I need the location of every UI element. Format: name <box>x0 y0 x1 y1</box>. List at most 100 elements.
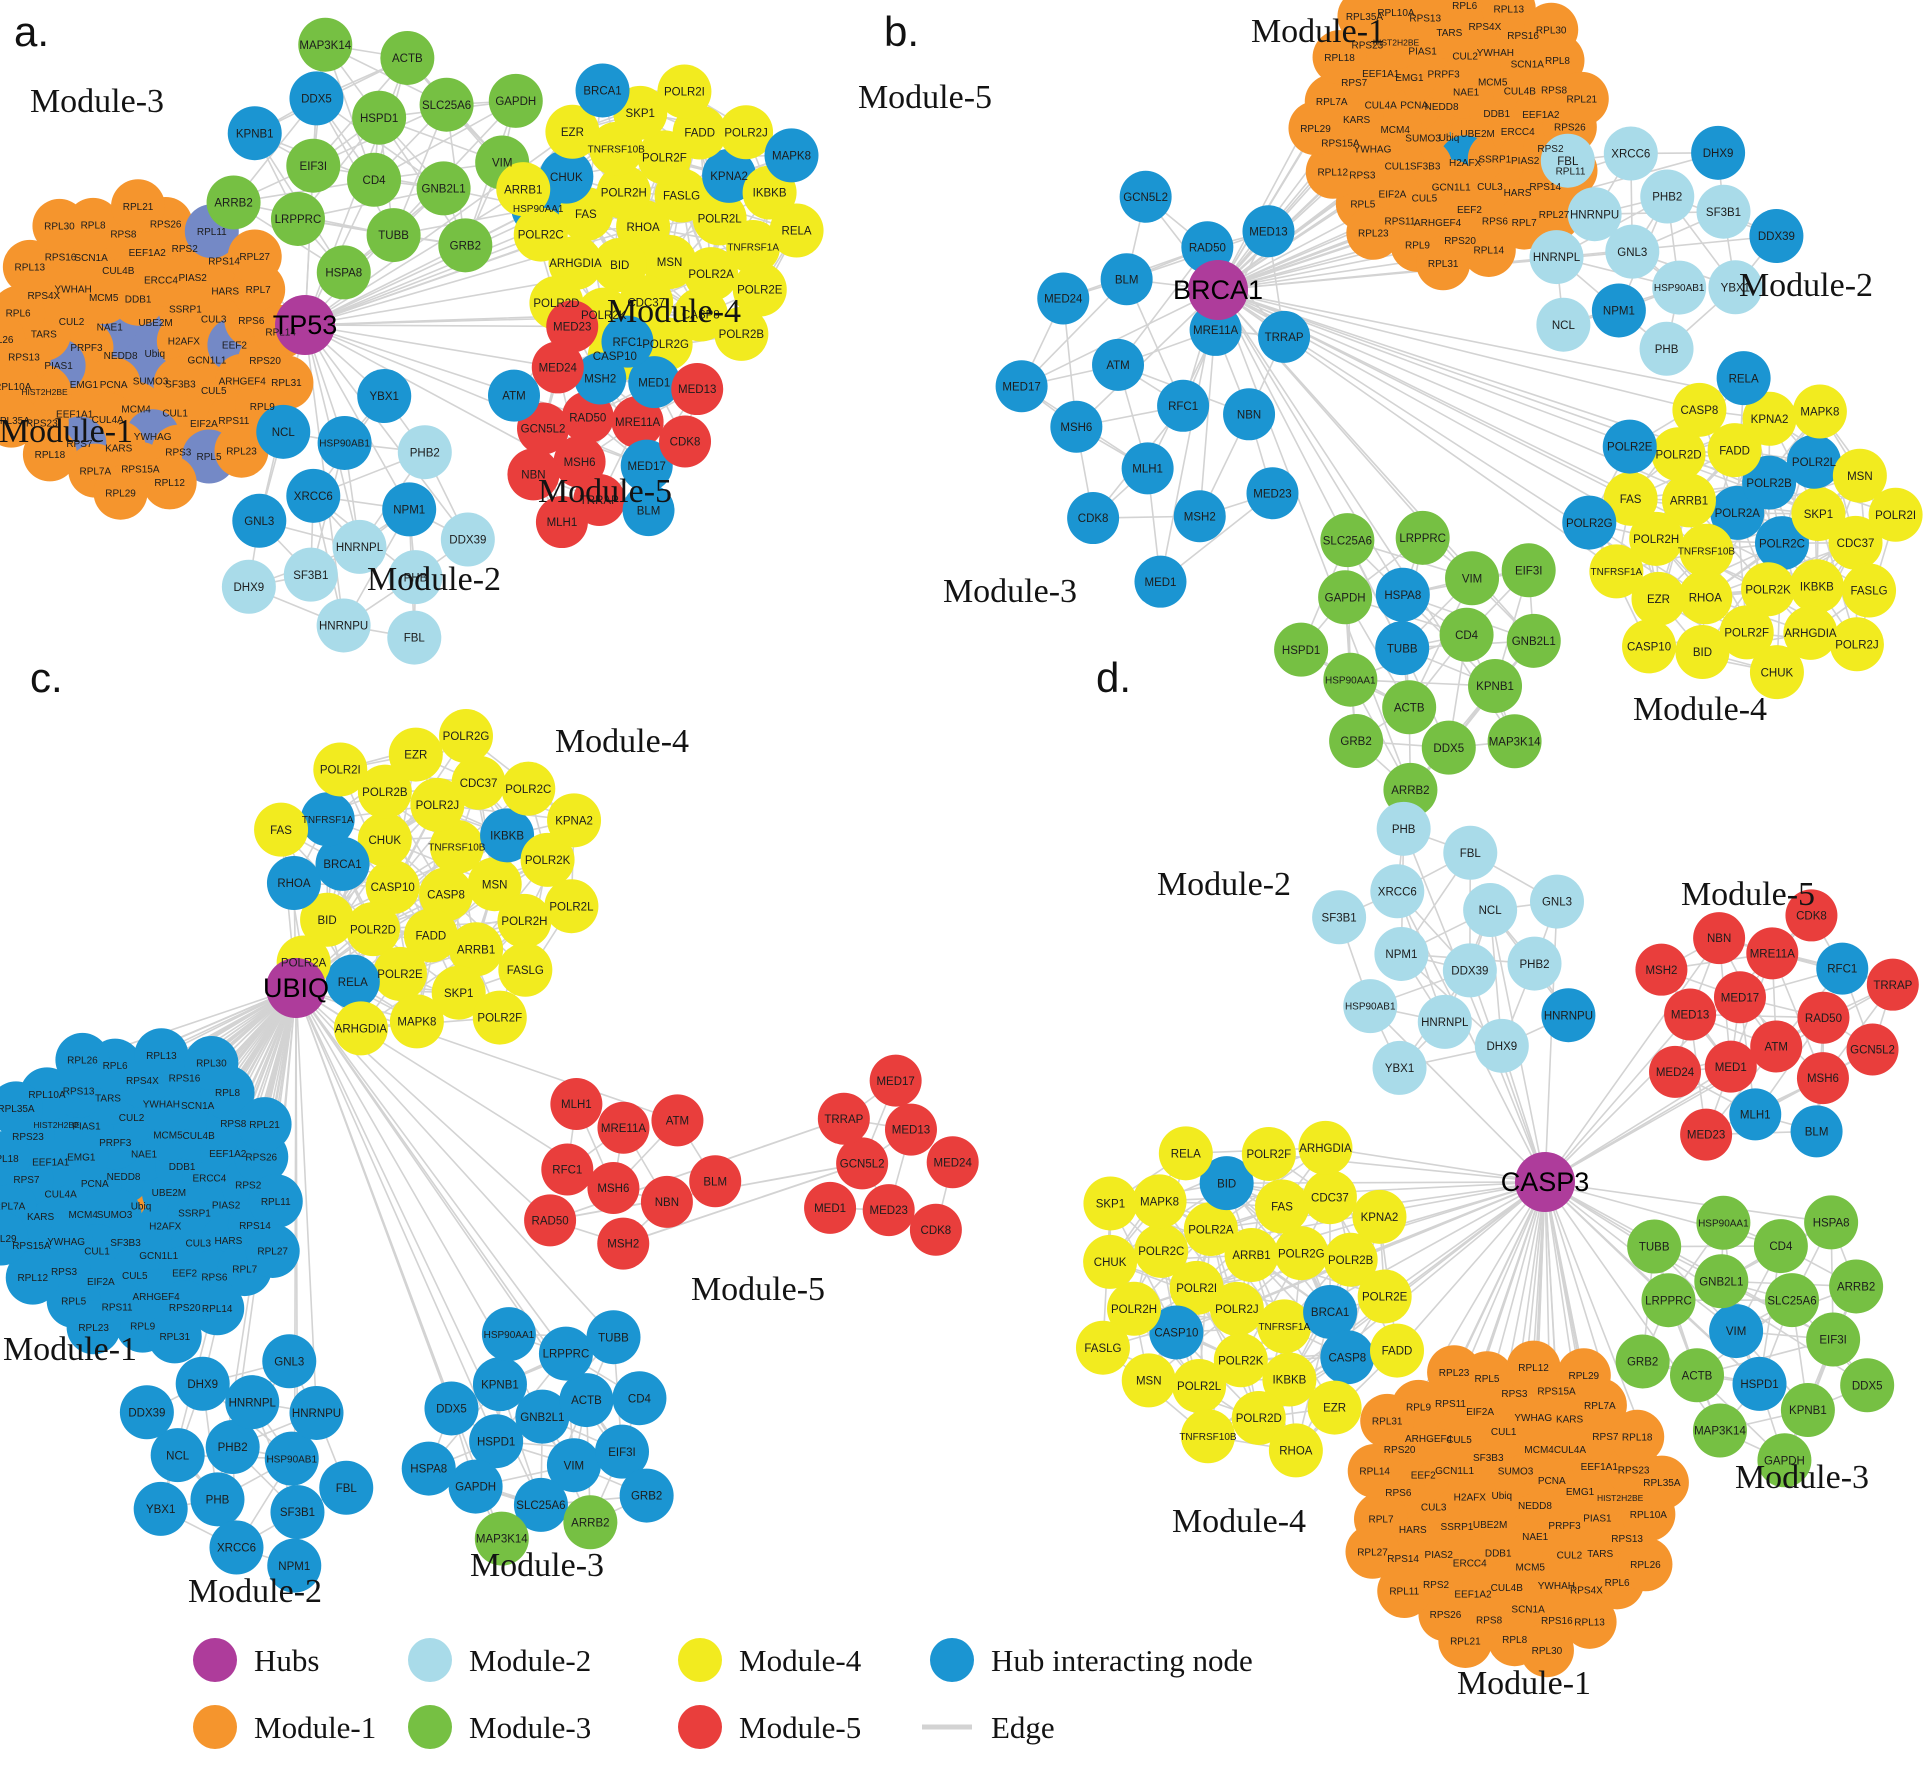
legend-swatch-hubs <box>193 1638 237 1682</box>
node-RPL35A <box>0 1081 43 1136</box>
node-POLR2G <box>439 709 494 764</box>
node-label-PIAS1: PIAS1 <box>1583 1514 1612 1525</box>
node-label-ERCC4: ERCC4 <box>144 275 178 286</box>
node-label-RPS4X: RPS4X <box>1570 1585 1603 1596</box>
node-label-RPL27: RPL27 <box>239 252 270 263</box>
node-RPL31 <box>147 1309 202 1364</box>
node-EIF3I <box>1501 543 1556 598</box>
node-label-MAPK8: MAPK8 <box>772 151 811 163</box>
node-label-RPL26: RPL26 <box>0 335 14 346</box>
node-PHB2 <box>1640 169 1695 224</box>
node-label-POLR2G: POLR2G <box>642 339 689 351</box>
node-label-SF3B1: SF3B1 <box>280 1507 315 1519</box>
module-label: Module-1 <box>0 413 133 450</box>
node-label-TRRAP: TRRAP <box>1873 980 1912 992</box>
node-YBX1 <box>1708 260 1763 315</box>
node-MAPK8 <box>1132 1174 1187 1229</box>
node-label-GCN5L2: GCN5L2 <box>840 1159 885 1171</box>
node-label-POLR2H: POLR2H <box>1633 534 1679 546</box>
node-label-CDC37: CDC37 <box>1837 538 1875 550</box>
node-IKBKB <box>1789 559 1844 614</box>
node-label-SSRP1: SSRP1 <box>169 305 202 316</box>
node-label-RPL30: RPL30 <box>1532 1646 1563 1657</box>
node-LRPPRC <box>1641 1273 1696 1328</box>
node-ATM <box>487 369 540 422</box>
node-HSPD1 <box>1274 622 1329 677</box>
module-label: Module-4 <box>555 723 689 760</box>
node-label-RPS14: RPS14 <box>239 1221 271 1232</box>
node-label-RPL5: RPL5 <box>1350 199 1375 210</box>
node-label-RPL27: RPL27 <box>257 1247 288 1258</box>
node-POLR2E <box>372 946 427 1001</box>
node-label-MED24: MED24 <box>934 1157 973 1169</box>
node-RPL18 <box>22 427 77 482</box>
node-RPL14 <box>190 1281 245 1336</box>
node-label-GRB2: GRB2 <box>631 1491 662 1503</box>
legend-swatch-module-1 <box>193 1705 237 1749</box>
node-label-ERCC4: ERCC4 <box>1501 127 1535 138</box>
node-label-POLR2E: POLR2E <box>1362 1292 1408 1304</box>
node-label-YWHAG: YWHAG <box>134 432 172 443</box>
node-RPL31 <box>1416 236 1471 291</box>
node-label-MED13: MED13 <box>678 384 716 396</box>
node-label-XRCC6: XRCC6 <box>294 491 333 503</box>
node-label-RPL35A: RPL35A <box>0 416 30 427</box>
node-RPL21 <box>1554 71 1609 126</box>
node-label-CASP8: CASP8 <box>1328 1352 1366 1364</box>
node-RFC1 <box>601 315 654 368</box>
node-label-MCM4: MCM4 <box>1524 1445 1554 1456</box>
node-label-RPL6: RPL6 <box>1605 1578 1630 1589</box>
node-label-GNL3: GNL3 <box>1542 897 1572 909</box>
node-label-CHUK: CHUK <box>368 835 401 847</box>
node-label-CASP10: CASP10 <box>593 351 637 363</box>
node-KPNA2 <box>547 793 602 848</box>
node-label-HSP90AA1: HSP90AA1 <box>1325 675 1376 686</box>
node-label-SUMO3: SUMO3 <box>1405 134 1441 145</box>
hub-edge <box>1217 289 1516 743</box>
node-RPL12 <box>5 1250 60 1305</box>
node-RPL31 <box>1360 1393 1415 1448</box>
node-DHX9 <box>1474 1018 1529 1073</box>
node-label-HSPD1: HSPD1 <box>1282 645 1320 657</box>
hub-edge <box>1369 1005 1546 1183</box>
node-NCL <box>1536 297 1591 352</box>
node-label-EEF1A1: EEF1A1 <box>1581 1462 1619 1473</box>
node-label-POLR2B: POLR2B <box>719 329 765 341</box>
node-label-TNFRSF10B: TNFRSF10B <box>1678 546 1736 557</box>
node-label-UBE2M: UBE2M <box>152 1188 186 1199</box>
node-RELA <box>325 954 380 1009</box>
node-label-FADD: FADD <box>1382 1346 1413 1358</box>
node-DDX5 <box>424 1381 479 1436</box>
node-POLR2I <box>1868 487 1923 542</box>
node-MED1 <box>1704 1040 1757 1093</box>
node-label-EMG1: EMG1 <box>1395 73 1424 84</box>
node-label-POLR2H: POLR2H <box>601 187 647 199</box>
node-label-DDX39: DDX39 <box>449 535 486 547</box>
node-label-ARRB1: ARRB1 <box>1232 1250 1270 1262</box>
node-label-RPL18: RPL18 <box>0 1154 19 1165</box>
node-label-DDX5: DDX5 <box>301 94 332 106</box>
node-label-RPL18: RPL18 <box>1622 1432 1653 1443</box>
hub-edge <box>1544 1065 1732 1183</box>
node-label-DDB1: DDB1 <box>1485 1549 1512 1560</box>
node-label-MED1: MED1 <box>814 1203 846 1215</box>
node-label-VIM: VIM <box>1726 1326 1746 1338</box>
node-label-MSH2: MSH2 <box>1645 965 1677 977</box>
node-label-CDK8: CDK8 <box>1078 513 1109 525</box>
node-label-ERCC4: ERCC4 <box>1453 1559 1487 1570</box>
node-RPL13 <box>1481 0 1536 36</box>
node-label-MRE11A: MRE11A <box>1750 948 1795 960</box>
node-ARRB1 <box>449 922 504 977</box>
node-HNRNPU <box>316 598 371 653</box>
node-label-FBL: FBL <box>1460 848 1482 860</box>
node-label-HIST2H2BE: HIST2H2BE <box>33 1120 80 1130</box>
node-SLC25A6 <box>1765 1273 1820 1328</box>
node-label-IKBKB: IKBKB <box>490 830 524 842</box>
node-ARRB1 <box>1224 1228 1279 1283</box>
node-MED13 <box>1242 205 1295 258</box>
node-BRCA1 <box>315 836 370 891</box>
node-label-PHB2: PHB2 <box>1652 192 1682 204</box>
node-label-NPM1: NPM1 <box>1603 306 1635 318</box>
node-PHB2 <box>1507 936 1562 991</box>
node-label-EEF1A2: EEF1A2 <box>1454 1590 1492 1601</box>
